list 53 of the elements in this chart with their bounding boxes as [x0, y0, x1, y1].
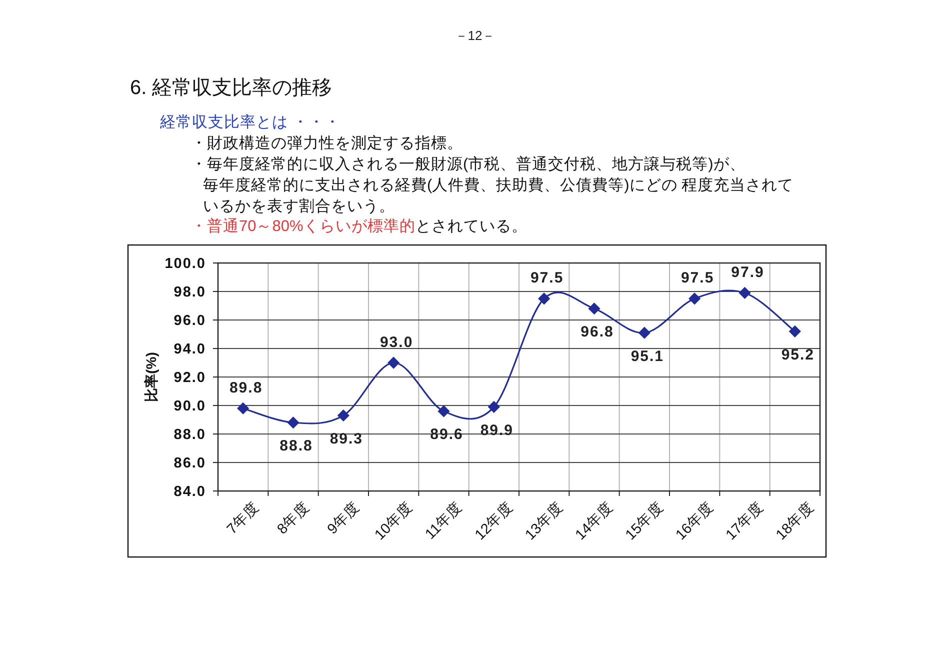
- y-tick-label: 88.0: [174, 427, 206, 443]
- text: ・財政構造の弾力性を測定する指標。: [191, 134, 463, 152]
- data-label: 88.8: [280, 438, 313, 455]
- y-tick-label: 100.0: [164, 256, 206, 272]
- text: とされている。: [415, 218, 528, 235]
- point: [237, 402, 249, 414]
- data-label: 89.8: [229, 379, 263, 396]
- y-tick-label: 90.0: [174, 398, 206, 414]
- x-tick-label: 13年度: [522, 498, 566, 544]
- x-tick-label: 15年度: [622, 498, 667, 544]
- x-tick-label: 14年度: [572, 498, 617, 544]
- point: [688, 292, 700, 305]
- x-tick-label: 10年度: [371, 498, 416, 544]
- x-tick-label: 18年度: [772, 498, 818, 544]
- text: ・普通70～80%くらいが標準的: [191, 217, 416, 235]
- x-tick-label: 8年度: [274, 498, 313, 538]
- y-axis-title: 比率(%): [143, 352, 159, 402]
- y-tick-label: 92.0: [174, 370, 206, 386]
- x-tick-label: 16年度: [672, 498, 717, 544]
- point: [738, 287, 751, 299]
- point: [338, 410, 350, 422]
- chart-title: 6. 経常収支比率の推移: [130, 77, 332, 99]
- text: －12－: [454, 28, 496, 43]
- chart-subtitle: 経常収支比率とは ・・・: [159, 113, 340, 131]
- point: [388, 356, 400, 369]
- y-tick-label: 96.0: [174, 313, 206, 329]
- y-tick-label: 84.0: [174, 484, 206, 500]
- point: [588, 302, 600, 314]
- x-tick-label: 7年度: [224, 498, 263, 538]
- x-tick-label: 17年度: [722, 498, 768, 544]
- point: [287, 416, 300, 428]
- y-tick-label: 86.0: [174, 456, 206, 472]
- data-label: 97.9: [731, 264, 764, 281]
- point: [488, 401, 500, 413]
- data-label: 95.1: [630, 348, 664, 365]
- data-label: 93.0: [380, 334, 414, 351]
- x-tick-label: 11年度: [422, 498, 466, 543]
- point: [538, 292, 550, 305]
- y-tick-label: 94.0: [174, 342, 206, 358]
- data-label: 96.8: [580, 324, 614, 341]
- text: 毎年度経常的に支出される経費(人件費、扶助費、公債費等)にどの 程度充当されて: [203, 176, 794, 194]
- y-tick-label: 98.0: [174, 284, 206, 300]
- point: [789, 326, 801, 338]
- x-tick-label: 12年度: [472, 498, 516, 544]
- data-label: 97.5: [680, 270, 714, 287]
- point: [438, 405, 450, 418]
- data-label: 95.2: [781, 346, 815, 364]
- x-tick-label: 9年度: [324, 498, 363, 538]
- data-label: 89.3: [330, 430, 364, 448]
- text: いるかを表す割合をいう。: [203, 197, 395, 215]
- text: ・毎年度経常的に収入される一般財源(市税、普通交付税、地方譲与税等)が、: [191, 155, 746, 173]
- point: [638, 326, 650, 339]
- data-label: 97.5: [530, 270, 564, 287]
